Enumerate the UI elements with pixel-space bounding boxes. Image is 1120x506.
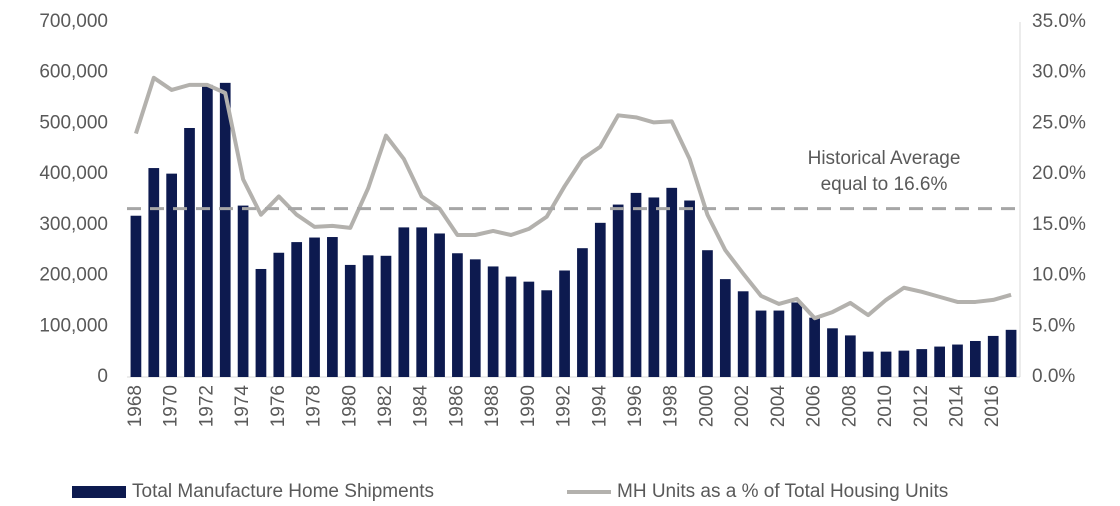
bar	[219, 82, 231, 377]
x-tick-label: 1970	[161, 385, 182, 427]
x-tick-label: 2008	[839, 385, 860, 427]
bar	[809, 317, 820, 377]
bar	[148, 168, 160, 377]
bar	[987, 335, 999, 377]
x-tick-label: 1968	[125, 385, 146, 427]
x-tick-label: 2014	[947, 385, 968, 428]
bar	[684, 200, 695, 377]
x-tick-label: 1972	[196, 385, 217, 427]
y2-tick-label: 30.0%	[1032, 62, 1086, 83]
bar	[559, 270, 570, 377]
bar	[523, 281, 535, 377]
bar	[827, 328, 838, 377]
bar	[630, 192, 642, 377]
bar	[844, 335, 856, 377]
y2-tick-label: 5.0%	[1032, 315, 1075, 336]
bar	[202, 84, 213, 377]
bar	[237, 205, 249, 377]
annotation: Historical Average	[808, 148, 961, 169]
legend-label: Total Manufacture Home Shipments	[132, 481, 434, 502]
x-tick-label: 1996	[625, 385, 646, 427]
bar	[487, 266, 499, 377]
bar	[452, 253, 463, 377]
x-tick-label: 1974	[232, 385, 253, 428]
x-tick-label: 2016	[982, 385, 1003, 427]
bar	[969, 340, 981, 377]
x-tick-label: 2006	[804, 385, 825, 427]
bar	[130, 215, 142, 377]
bar	[362, 255, 374, 377]
bar	[952, 344, 963, 377]
x-tick-label: 2000	[696, 385, 717, 427]
bar	[719, 279, 731, 377]
bar	[773, 310, 785, 377]
y2-tick-label: 35.0%	[1032, 11, 1086, 32]
bar	[916, 349, 928, 377]
x-tick-label: 2004	[768, 385, 789, 428]
bar	[666, 187, 678, 377]
y2-tick-label: 10.0%	[1032, 265, 1086, 286]
y2-tick-label: 25.0%	[1032, 112, 1086, 133]
annotation: equal to 16.6%	[821, 174, 948, 195]
x-tick-label: 2012	[911, 385, 932, 427]
bar	[791, 302, 803, 377]
x-tick-label: 2002	[732, 385, 753, 427]
bar	[1005, 329, 1017, 377]
y-tick-label: 600,000	[39, 62, 108, 83]
bar	[577, 248, 588, 377]
bar	[398, 227, 410, 377]
bar	[273, 252, 285, 377]
bar	[505, 276, 517, 377]
bar	[648, 197, 660, 377]
y-tick-label: 400,000	[39, 163, 108, 184]
x-tick-label: 1998	[661, 385, 682, 427]
y-tick-label: 500,000	[39, 112, 108, 133]
bar	[702, 250, 713, 377]
bar	[434, 233, 445, 377]
y-tick-label: 300,000	[39, 214, 108, 235]
y-tick-label: 100,000	[39, 315, 108, 336]
bar	[862, 351, 874, 377]
y2-tick-label: 20.0%	[1032, 163, 1086, 184]
x-tick-label: 1982	[375, 385, 396, 427]
y2-tick-label: 15.0%	[1032, 214, 1086, 235]
x-tick-label: 1988	[482, 385, 503, 427]
bar	[594, 222, 606, 377]
legend-label: MH Units as a % of Total Housing Units	[617, 481, 948, 502]
x-tick-label: 1994	[589, 385, 610, 428]
y-tick-label: 200,000	[39, 265, 108, 286]
bar	[755, 310, 767, 377]
bar	[737, 291, 749, 377]
bar	[380, 255, 392, 377]
y-tick-label: 0	[97, 366, 108, 387]
y-tick-label: 700,000	[39, 11, 108, 32]
bar	[416, 227, 428, 377]
x-tick-label: 2010	[875, 385, 896, 427]
bar	[469, 259, 481, 377]
bar	[541, 290, 553, 377]
bar	[327, 237, 338, 377]
bar	[880, 351, 892, 377]
line	[134, 75, 1012, 321]
bar	[309, 237, 320, 377]
bar	[255, 268, 267, 377]
x-tick-label: 1978	[304, 385, 325, 427]
bar	[898, 350, 910, 377]
x-tick-label: 1976	[268, 385, 289, 427]
bar	[184, 127, 195, 377]
bar	[344, 264, 356, 377]
bar	[934, 346, 945, 377]
x-tick-label: 1984	[411, 385, 432, 428]
y2-tick-label: 0.0%	[1032, 366, 1075, 387]
bar	[291, 242, 303, 377]
x-tick-label: 1980	[339, 385, 360, 427]
bar	[166, 173, 178, 377]
legend-swatch	[72, 486, 126, 498]
x-tick-label: 1992	[554, 385, 575, 427]
x-tick-label: 1986	[446, 385, 467, 427]
x-tick-label: 1990	[518, 385, 539, 427]
bar	[612, 204, 624, 377]
